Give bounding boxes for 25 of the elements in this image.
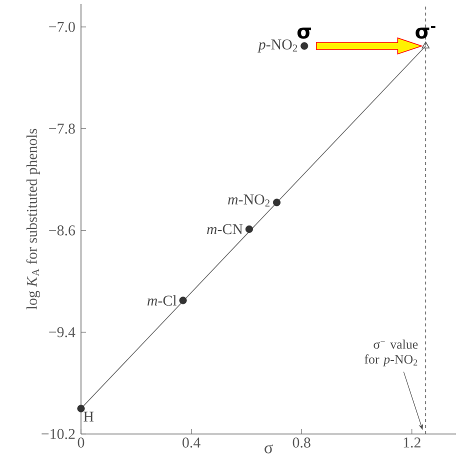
y-tick-label: −8.6	[49, 225, 76, 236]
annotation: σ$^{-}$	[416, 26, 436, 39]
ref-line-label: σ$^{−}$ value for p-NO$_{2}$	[364, 340, 418, 366]
annotation: σ	[297, 28, 312, 39]
annotation: m-CN	[207, 224, 243, 234]
y-tick-label: −7.8	[49, 124, 75, 134]
annotation: H	[84, 412, 94, 422]
y-tick-label: −7.0	[49, 22, 75, 32]
y-tick-label: −9.4	[49, 327, 76, 338]
x-tick-label: 1.2	[404, 438, 420, 448]
point	[300, 42, 308, 50]
y-axis-title: log K$_{A}$ for substituted phenols	[26, 128, 40, 310]
annotation: p-NO$_{2}$	[258, 39, 298, 53]
x-tick-label: 0	[78, 438, 84, 448]
annotation: m-NO$_{2}$	[228, 194, 270, 206]
annotation: m-Cl	[147, 295, 177, 306]
point	[245, 225, 253, 233]
x-tick-label: 0.8	[292, 438, 310, 448]
point	[272, 198, 281, 206]
point	[179, 296, 187, 304]
point	[77, 404, 85, 412]
y-tick-label: −10.2	[42, 428, 75, 440]
x-axis-title: σ	[264, 444, 273, 454]
x-tick-label: 0.4	[182, 438, 200, 448]
point	[422, 42, 430, 48]
